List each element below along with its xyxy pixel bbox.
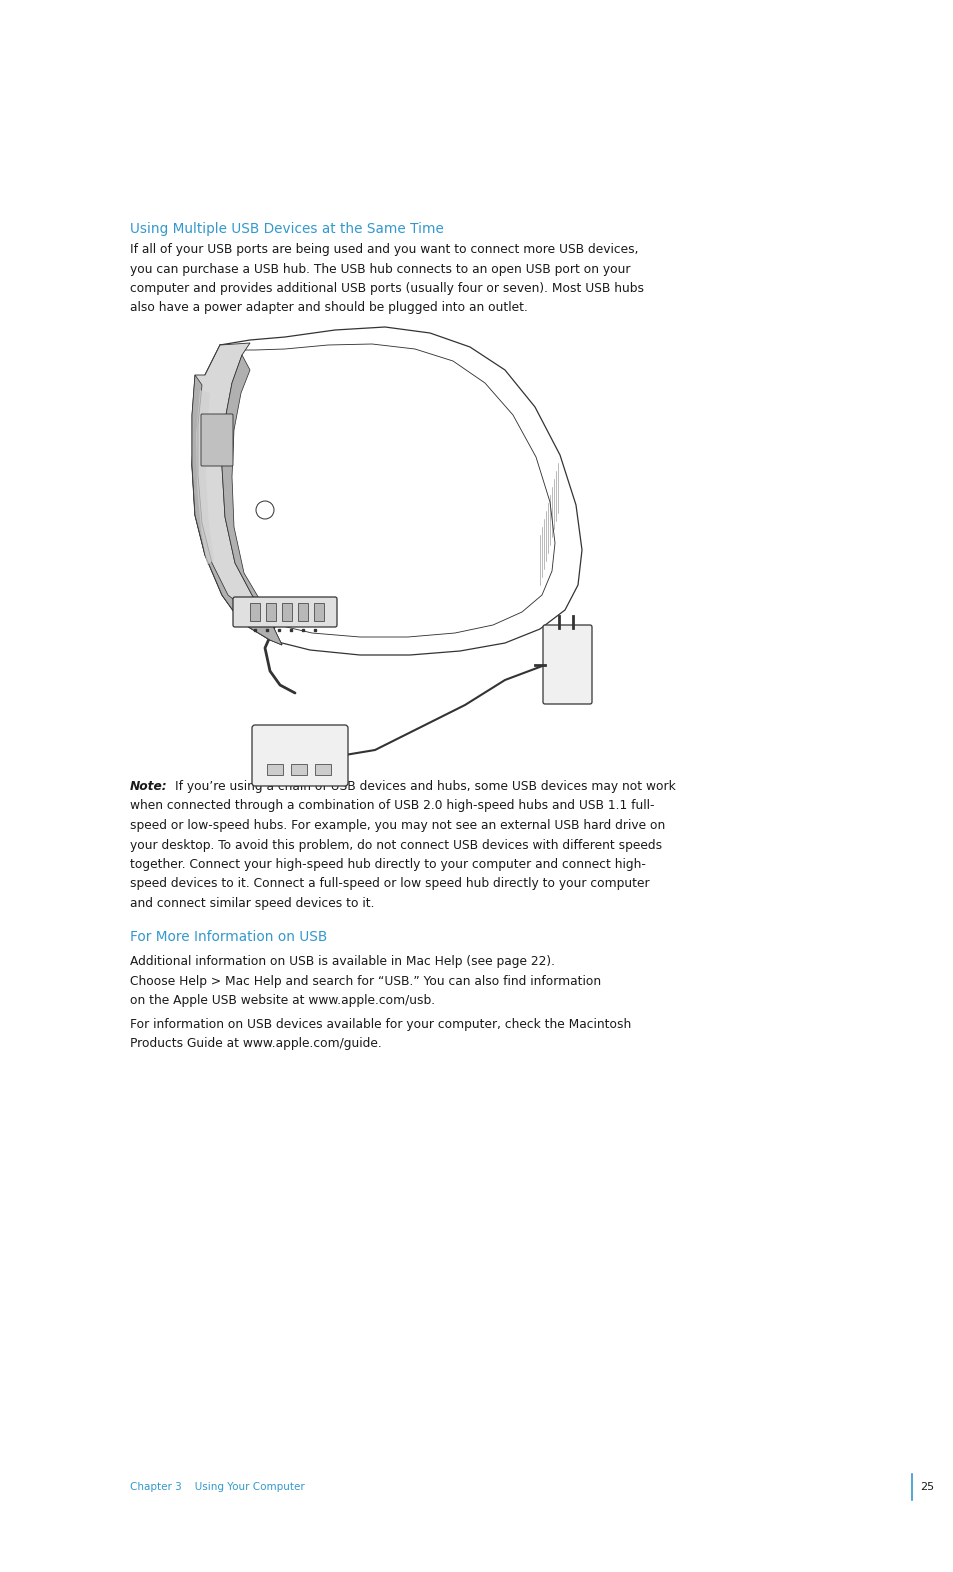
Text: Chapter 3    Using Your Computer: Chapter 3 Using Your Computer: [130, 1482, 304, 1492]
Bar: [267, 764, 283, 775]
Polygon shape: [192, 343, 282, 645]
Polygon shape: [192, 355, 282, 645]
Bar: [250, 604, 260, 621]
FancyBboxPatch shape: [252, 725, 348, 786]
Text: Choose Help > Mac Help and search for “USB.” You can also find information: Choose Help > Mac Help and search for “U…: [130, 975, 600, 987]
Text: Products Guide at www.apple.com/guide.: Products Guide at www.apple.com/guide.: [130, 1038, 381, 1050]
Text: USB hub: USB hub: [260, 748, 307, 758]
Text: when connected through a combination of USB 2.0 high-speed hubs and USB 1.1 full: when connected through a combination of …: [130, 800, 654, 813]
Bar: [291, 764, 307, 775]
Bar: [314, 764, 331, 775]
Text: For information on USB devices available for your computer, check the Macintosh: For information on USB devices available…: [130, 1019, 631, 1031]
FancyBboxPatch shape: [201, 413, 233, 465]
FancyBboxPatch shape: [233, 597, 336, 627]
Text: speed or low-speed hubs. For example, you may not see an external USB hard drive: speed or low-speed hubs. For example, yo…: [130, 819, 664, 832]
Text: computer and provides additional USB ports (usually four or seven). Most USB hub: computer and provides additional USB por…: [130, 281, 643, 296]
Bar: [297, 604, 308, 621]
Text: speed devices to it. Connect a full-speed or low speed hub directly to your comp: speed devices to it. Connect a full-spee…: [130, 877, 649, 890]
Text: If all of your USB ports are being used and you want to connect more USB devices: If all of your USB ports are being used …: [130, 244, 638, 256]
Text: Additional information on USB is available in Mac Help (see page 22).: Additional information on USB is availab…: [130, 956, 555, 968]
Text: also have a power adapter and should be plugged into an outlet.: also have a power adapter and should be …: [130, 302, 527, 314]
Text: If you’re using a chain of USB devices and hubs, some USB devices may not work: If you’re using a chain of USB devices a…: [174, 780, 675, 792]
Text: together. Connect your high-speed hub directly to your computer and connect high: together. Connect your high-speed hub di…: [130, 858, 645, 871]
Bar: [266, 604, 275, 621]
Polygon shape: [195, 390, 213, 564]
FancyBboxPatch shape: [542, 626, 592, 704]
Text: you can purchase a USB hub. The USB hub connects to an open USB port on your: you can purchase a USB hub. The USB hub …: [130, 263, 630, 275]
Text: 25: 25: [919, 1482, 933, 1492]
Text: and connect similar speed devices to it.: and connect similar speed devices to it.: [130, 898, 375, 910]
Text: Note:: Note:: [130, 780, 168, 792]
Text: your desktop. To avoid this problem, do not connect USB devices with different s: your desktop. To avoid this problem, do …: [130, 838, 661, 852]
Bar: [314, 604, 324, 621]
Text: on the Apple USB website at www.apple.com/usb.: on the Apple USB website at www.apple.co…: [130, 994, 435, 1008]
Text: Using Multiple USB Devices at the Same Time: Using Multiple USB Devices at the Same T…: [130, 222, 443, 236]
Bar: [282, 604, 292, 621]
Text: For More Information on USB: For More Information on USB: [130, 931, 327, 945]
